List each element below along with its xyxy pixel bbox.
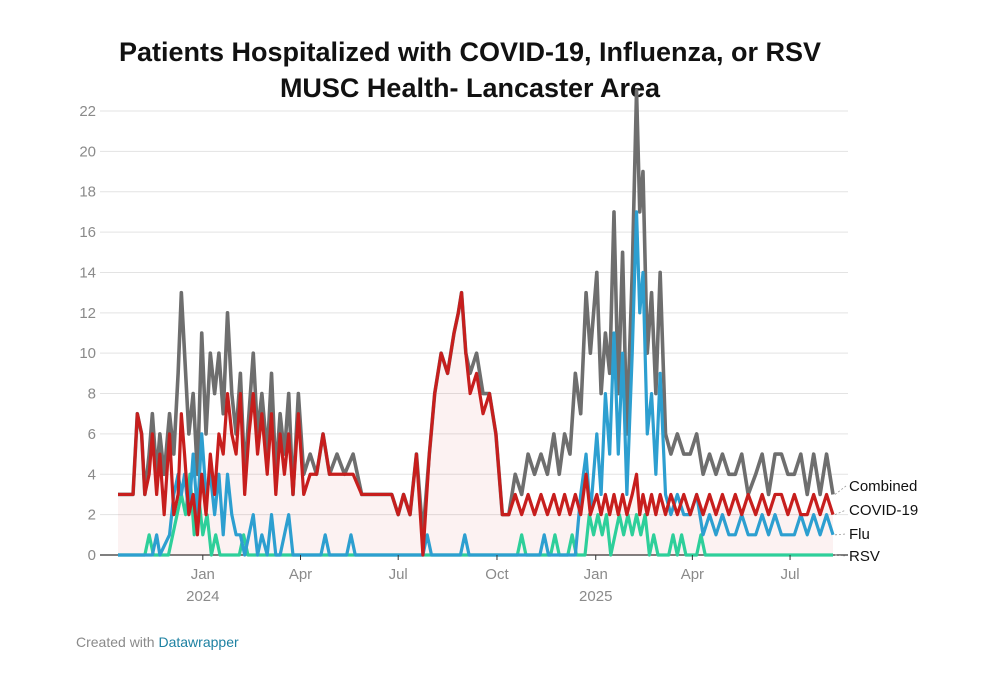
x-tick-label: Jul [780,566,799,583]
footer-credit: Created with Datawrapper [76,634,239,650]
chart-title-line2: MUSC Health- Lancaster Area [279,73,661,103]
y-tick-label: 4 [88,466,96,483]
flu-line [118,210,835,557]
rsv-label-connector [834,554,847,557]
x-tick-label: Jan [191,566,215,583]
covid-19-series-label: COVID-19 [849,502,918,519]
x-tick-label: Apr [289,566,312,583]
flu-series-label: Flu [849,526,870,543]
x-tick-label: Jul [389,566,408,583]
covid-19-label-connector [834,509,847,516]
y-axis: 0 2 4 6 8 10 12 14 16 18 20 22 [79,103,96,564]
y-tick-label: 0 [88,547,96,564]
x-tick-year: 2025 [579,588,612,605]
y-tick-label: 22 [79,103,96,120]
y-tick-label: 20 [79,143,96,160]
x-tick-label: Apr [681,566,704,583]
footer-prefix: Created with [76,634,159,650]
y-tick-label: 10 [79,345,96,362]
x-tick-year: 2024 [186,588,219,605]
combined-series-label: Combined [849,478,917,495]
y-tick-label: 2 [88,507,96,524]
datawrapper-link[interactable]: Datawrapper [158,634,239,650]
covid-19-area [118,292,833,555]
y-tick-label: 16 [79,224,96,241]
x-axis: Jan 2024 Apr Jul Oct Jan 2025 Apr Jul [186,555,800,605]
area-fills [118,292,833,555]
x-tick-label: Jan [584,566,608,583]
rsv-series-label: RSV [849,548,880,565]
y-tick-label: 14 [79,264,96,281]
y-tick-label: 8 [88,386,96,403]
chart-title: Patients Hospitalized with COVID-19, Inf… [0,34,940,106]
y-tick-label: 12 [79,305,96,322]
combined-label-connector [834,485,847,495]
series-labels: Combined COVID-19 Flu RSV [834,478,918,565]
x-tick-label: Oct [485,566,509,583]
flu-label-connector [834,533,847,536]
y-tick-label: 18 [79,184,96,201]
series-lines [118,89,835,557]
y-tick-label: 6 [88,426,96,443]
covid-19-line [118,291,835,557]
chart-title-line1: Patients Hospitalized with COVID-19, Inf… [118,37,822,67]
